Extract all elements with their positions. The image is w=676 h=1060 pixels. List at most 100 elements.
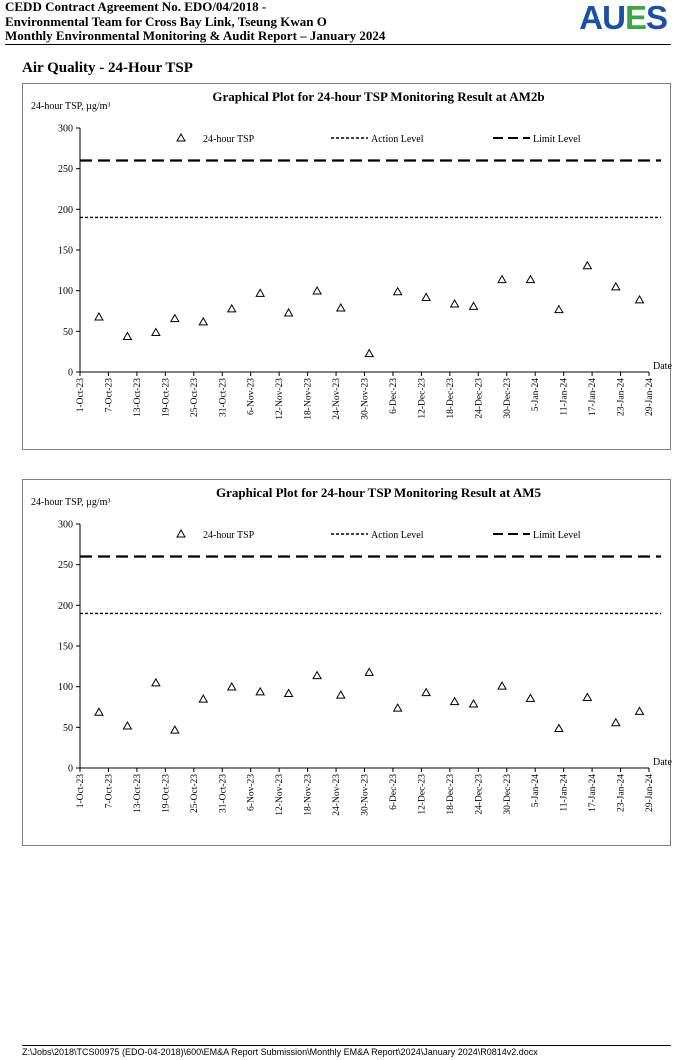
y-tick-label: 100	[58, 682, 73, 693]
data-point	[122, 721, 133, 730]
legend-triangle-marker	[176, 528, 186, 538]
data-point	[151, 327, 161, 336]
data-point	[94, 311, 104, 321]
y-tick-label: 300	[58, 124, 73, 135]
data-point	[283, 688, 294, 697]
y-axis-label: 24-hour TSP, µg/m³	[31, 497, 110, 508]
legend-label-tsp: 24-hour TSP	[203, 530, 255, 541]
x-tick-label: 7-Oct-23	[104, 378, 114, 413]
x-tick-label: 29-Jan-24	[645, 378, 655, 416]
x-tick-label: 5-Jan-24	[531, 378, 541, 411]
data-point	[198, 316, 209, 326]
data-point	[151, 677, 161, 687]
data-point	[335, 690, 346, 699]
x-axis-label: Date	[653, 361, 672, 372]
x-tick-label: 5-Jan-24	[531, 774, 541, 807]
chart-am5-svg: Graphical Plot for 24-hour TSP Monitorin…	[31, 485, 672, 816]
x-tick-label: 30-Dec-23	[503, 378, 513, 419]
x-tick-label: 11-Jan-24	[560, 774, 570, 812]
data-point	[582, 692, 593, 702]
x-tick-label: 6-Dec-23	[389, 378, 399, 414]
chart-am2b: Graphical Plot for 24-hour TSP Monitorin…	[22, 83, 672, 450]
legend-label-action: Action Level	[371, 134, 424, 145]
data-point	[468, 301, 479, 310]
y-tick-label: 250	[58, 560, 73, 571]
data-point	[554, 723, 564, 732]
data-point	[421, 687, 432, 697]
data-point	[226, 303, 237, 313]
data-point	[122, 331, 133, 341]
legend-label-limit: Limit Level	[533, 134, 581, 145]
x-tick-label: 6-Dec-23	[389, 774, 399, 810]
footer-file-path: Z:\Jobs\2018\TCS00975 (EDO-04-2018)\600\…	[22, 1047, 538, 1057]
legend-label-limit: Limit Level	[533, 530, 581, 541]
x-tick-label: 11-Jan-24	[560, 378, 570, 416]
data-point	[392, 286, 403, 296]
data-point	[610, 717, 621, 727]
data-point	[94, 707, 104, 716]
y-tick-label: 250	[58, 164, 73, 175]
data-point	[525, 693, 536, 702]
aues-logo: AUES	[579, 0, 668, 36]
data-point	[364, 348, 375, 358]
data-point	[421, 292, 432, 301]
y-tick-label: 100	[58, 286, 73, 297]
data-point	[169, 313, 180, 323]
x-tick-label: 18-Dec-23	[446, 774, 456, 815]
data-point	[497, 681, 507, 690]
x-tick-label: 12-Nov-23	[275, 378, 285, 420]
x-tick-label: 19-Oct-23	[161, 774, 171, 813]
data-point	[255, 686, 266, 696]
y-tick-label: 50	[63, 327, 73, 338]
data-point	[169, 725, 180, 734]
x-tick-label: 23-Jan-24	[617, 774, 627, 812]
x-tick-label: 24-Nov-23	[332, 378, 342, 420]
x-tick-label: 18-Dec-23	[446, 378, 456, 419]
x-tick-label: 25-Oct-23	[190, 378, 200, 417]
y-tick-label: 50	[63, 723, 73, 734]
chart-title: Graphical Plot for 24-hour TSP Monitorin…	[212, 89, 544, 104]
legend-label-tsp: 24-hour TSP	[203, 134, 255, 145]
data-point	[198, 694, 209, 703]
y-axis-label: 24-hour TSP, µg/m³	[31, 101, 110, 112]
x-tick-label: 25-Oct-23	[190, 774, 200, 813]
x-tick-label: 31-Oct-23	[218, 378, 228, 417]
x-tick-label: 30-Nov-23	[361, 378, 371, 420]
data-point	[634, 706, 645, 715]
data-point	[449, 696, 460, 706]
header-team-line: Environmental Team for Cross Bay Link, T…	[5, 13, 327, 29]
x-tick-label: 18-Nov-23	[304, 774, 314, 816]
y-tick-label: 0	[68, 764, 73, 775]
x-tick-label: 18-Nov-23	[304, 378, 314, 420]
data-point	[525, 274, 536, 284]
data-point	[312, 670, 322, 680]
x-tick-label: 30-Nov-23	[361, 774, 371, 816]
data-point	[335, 303, 346, 312]
x-tick-label: 23-Jan-24	[617, 378, 627, 416]
x-tick-label: 7-Oct-23	[104, 774, 114, 809]
section-title: Air Quality - 24-Hour TSP	[22, 60, 193, 76]
data-point	[449, 298, 460, 308]
x-tick-label: 24-Dec-23	[474, 774, 484, 815]
report-header: CEDD Contract Agreement No. EDO/04/2018 …	[5, 0, 671, 44]
y-tick-label: 150	[58, 246, 73, 257]
x-tick-label: 6-Nov-23	[247, 774, 257, 811]
data-point	[226, 681, 237, 691]
x-tick-label: 1-Oct-23	[76, 774, 86, 809]
data-point	[312, 285, 322, 295]
data-point	[364, 667, 375, 676]
y-tick-label: 200	[58, 601, 73, 612]
header-contract-line: CEDD Contract Agreement No. EDO/04/2018 …	[5, 0, 267, 14]
x-tick-label: 17-Jan-24	[588, 378, 598, 416]
data-point	[392, 703, 403, 712]
header-report-line: Monthly Environmental Monitoring & Audit…	[5, 28, 386, 43]
header-divider	[5, 44, 671, 45]
x-tick-label: 19-Oct-23	[161, 378, 171, 417]
x-tick-label: 12-Dec-23	[417, 378, 427, 419]
x-tick-label: 12-Nov-23	[275, 774, 285, 816]
x-axis-label: Date	[653, 757, 672, 768]
chart-title: Graphical Plot for 24-hour TSP Monitorin…	[216, 485, 542, 500]
data-point	[255, 288, 266, 297]
x-tick-label: 6-Nov-23	[247, 378, 257, 415]
data-point	[554, 304, 564, 314]
